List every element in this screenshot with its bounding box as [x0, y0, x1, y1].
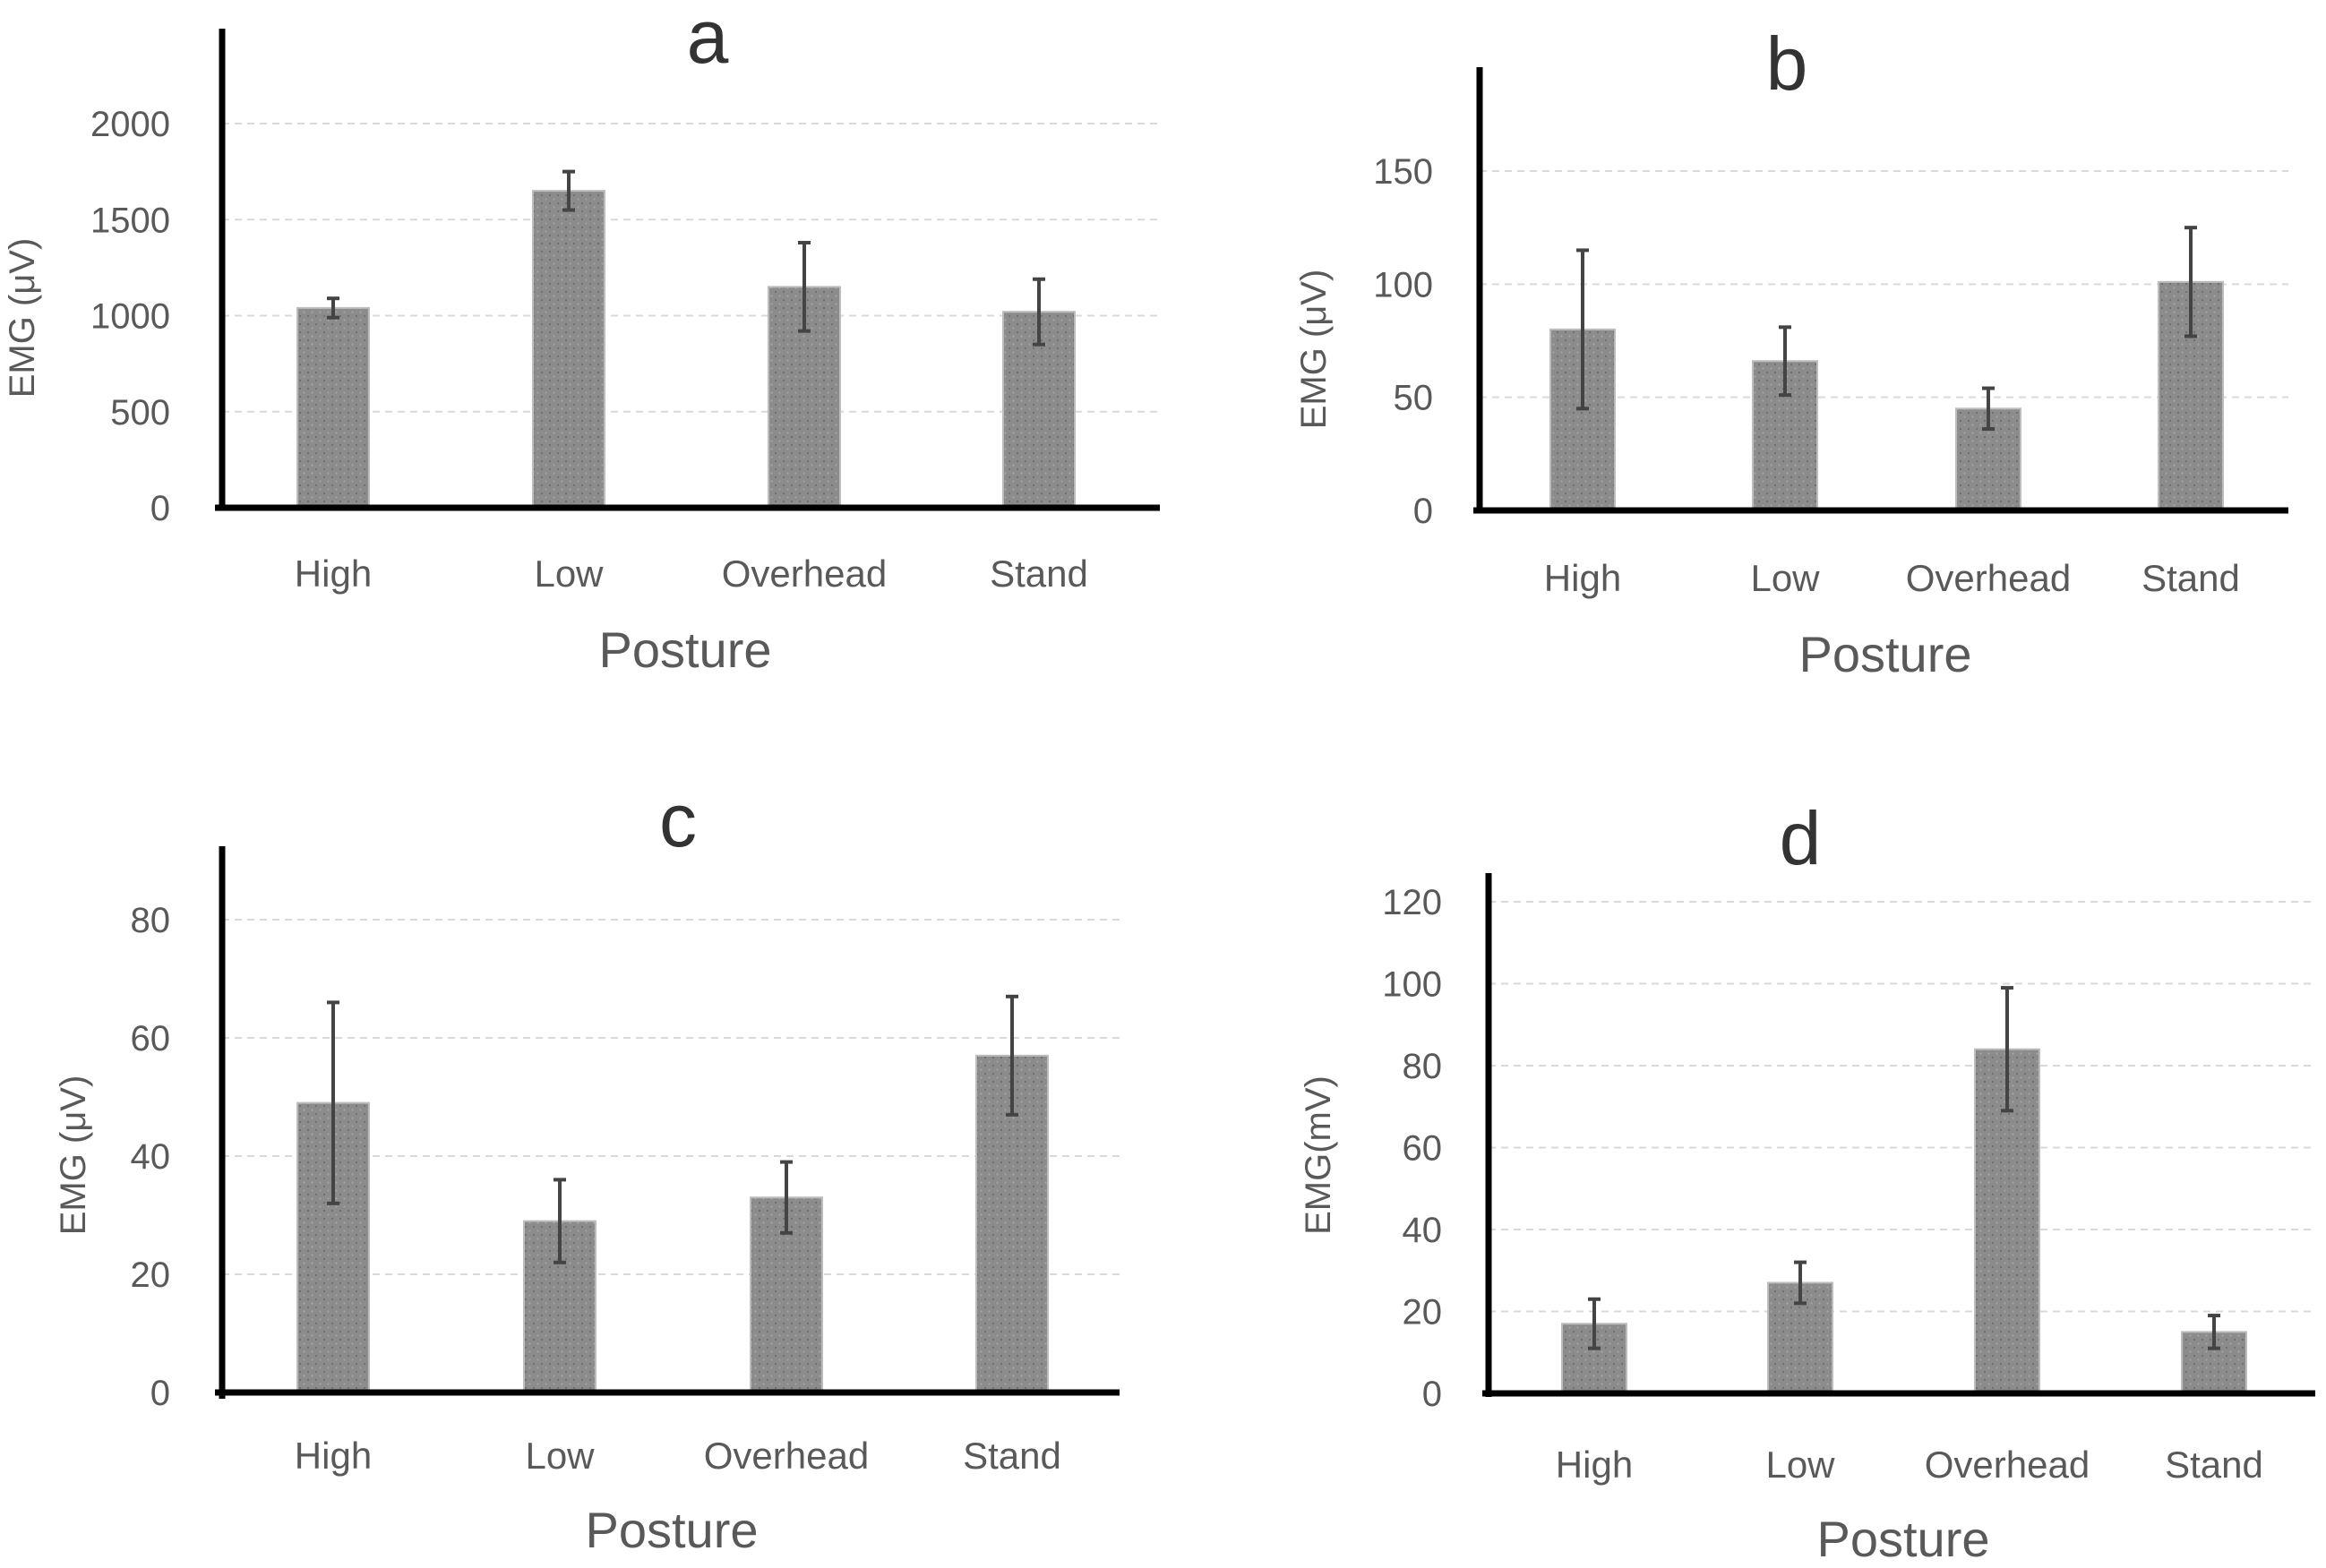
x-category-label-b-low: Low — [1750, 557, 1820, 599]
y-axis-title-d: EMG(mV) — [1299, 1075, 1338, 1235]
panel-title-d: d — [1780, 796, 1822, 880]
panel-title-c: c — [659, 778, 697, 862]
y-tick-label-d-80: 80 — [1403, 1047, 1443, 1086]
x-axis-title-b: Posture — [1799, 626, 1972, 682]
bar-a-low — [532, 190, 605, 509]
y-tick-label-d-60: 60 — [1403, 1129, 1443, 1169]
y-tick-label-b-0: 0 — [1413, 492, 1433, 531]
panel-title-b: b — [1766, 21, 1808, 106]
x-category-label-b-stand: Stand — [2141, 557, 2240, 599]
y-tick-label-a-0: 0 — [150, 489, 170, 528]
x-category-label-c-stand: Stand — [963, 1435, 1061, 1477]
x-category-label-a-stand: Stand — [990, 553, 1088, 595]
x-category-label-a-low: Low — [534, 553, 604, 595]
y-tick-label-c-0: 0 — [150, 1374, 170, 1413]
y-tick-label-d-120: 120 — [1382, 883, 1442, 922]
x-category-label-b-high: High — [1544, 557, 1621, 599]
y-tick-label-a-1500: 1500 — [90, 201, 170, 240]
y-tick-label-c-80: 80 — [131, 901, 171, 940]
x-category-label-a-overhead: Overhead — [722, 553, 887, 595]
y-tick-label-d-20: 20 — [1403, 1293, 1443, 1332]
y-tick-label-a-2000: 2000 — [90, 105, 170, 144]
x-axis-title-c: Posture — [586, 1502, 759, 1558]
y-tick-label-b-50: 50 — [1394, 379, 1434, 418]
x-category-label-d-overhead: Overhead — [1925, 1444, 2090, 1486]
y-tick-label-d-40: 40 — [1403, 1211, 1443, 1250]
bar-a-high — [296, 306, 370, 510]
y-tick-label-a-1000: 1000 — [90, 297, 170, 337]
y-axis-title-a: EMG (μV) — [3, 238, 42, 398]
x-category-label-b-overhead: Overhead — [1906, 557, 2071, 599]
y-axis-title-c: EMG (μV) — [54, 1075, 93, 1236]
x-category-label-a-high: High — [295, 553, 372, 595]
x-category-label-c-high: High — [295, 1435, 372, 1477]
y-tick-label-d-100: 100 — [1382, 965, 1442, 1005]
panel-title-a: a — [687, 0, 729, 79]
y-axis-title-b: EMG (μV) — [1294, 270, 1334, 430]
y-tick-label-c-40: 40 — [131, 1137, 171, 1177]
x-category-label-d-stand: Stand — [2165, 1444, 2263, 1486]
x-axis-title-a: Posture — [599, 621, 772, 678]
y-tick-label-d-0: 0 — [1422, 1375, 1442, 1414]
x-category-label-d-low: Low — [1765, 1444, 1835, 1486]
x-category-label-d-high: High — [1556, 1444, 1633, 1486]
y-tick-label-c-60: 60 — [131, 1019, 171, 1058]
x-category-label-c-low: Low — [525, 1435, 595, 1477]
x-category-label-c-overhead: Overhead — [704, 1435, 869, 1477]
x-axis-title-d: Posture — [1817, 1511, 1990, 1567]
y-tick-label-c-20: 20 — [131, 1255, 171, 1295]
y-tick-label-b-150: 150 — [1373, 152, 1433, 192]
y-tick-label-b-100: 100 — [1373, 265, 1433, 304]
y-tick-label-a-500: 500 — [110, 393, 170, 433]
